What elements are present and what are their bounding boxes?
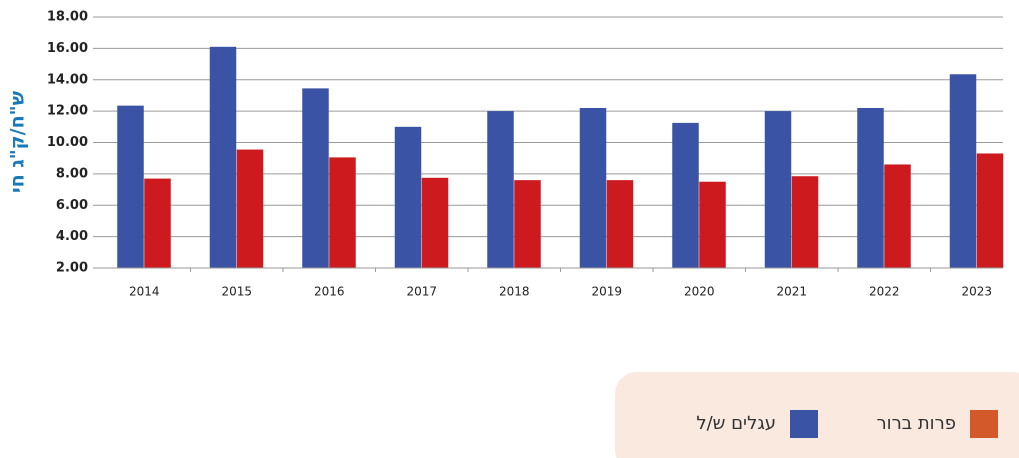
- y-tick-label: 8.00: [56, 166, 88, 181]
- y-tick-label: 12.00: [47, 104, 88, 119]
- legend-swatch: [790, 410, 818, 438]
- bar: [949, 74, 977, 269]
- y-tick-label: 4.00: [56, 229, 88, 244]
- y-tick-label: 2.00: [56, 261, 88, 276]
- bar: [514, 180, 541, 268]
- bar: [976, 153, 1004, 268]
- legend-label: פרות ברור: [877, 413, 957, 434]
- x-tick-label: 2023: [961, 285, 992, 299]
- bar: [699, 181, 726, 268]
- bar: [764, 111, 792, 268]
- bar: [791, 176, 819, 268]
- bar: [117, 105, 144, 269]
- x-tick-label: 2014: [129, 285, 160, 299]
- bar: [329, 157, 356, 268]
- bar: [884, 164, 911, 268]
- y-tick-label: 6.00: [56, 198, 88, 213]
- bar: [209, 46, 237, 269]
- bar: [606, 180, 634, 268]
- x-tick-label: 2015: [221, 285, 252, 299]
- bar: [394, 126, 422, 268]
- bar: [672, 122, 699, 268]
- x-tick-label: 2021: [776, 285, 807, 299]
- x-tick-label: 2017: [406, 285, 437, 299]
- bar: [579, 107, 607, 268]
- y-tick-label: 10.00: [47, 135, 88, 150]
- legend-swatch: [970, 410, 998, 438]
- bar: [144, 178, 171, 268]
- x-tick-label: 2020: [684, 285, 715, 299]
- y-axis-label: ש"ח/ק"ג חי: [7, 90, 29, 193]
- bar: [421, 177, 449, 268]
- bar: [302, 88, 329, 268]
- x-tick-label: 2018: [499, 285, 530, 299]
- y-tick-label: 18.00: [47, 10, 88, 25]
- legend-label: עגלים ש/ל: [696, 413, 776, 434]
- x-tick-label: 2016: [314, 285, 345, 299]
- bar: [487, 111, 514, 268]
- y-tick-label: 16.00: [47, 41, 88, 56]
- bar: [857, 107, 884, 268]
- x-tick-label: 2019: [591, 285, 622, 299]
- x-tick-label: 2022: [869, 285, 900, 299]
- y-tick-label: 14.00: [47, 72, 88, 87]
- bar: [236, 149, 264, 268]
